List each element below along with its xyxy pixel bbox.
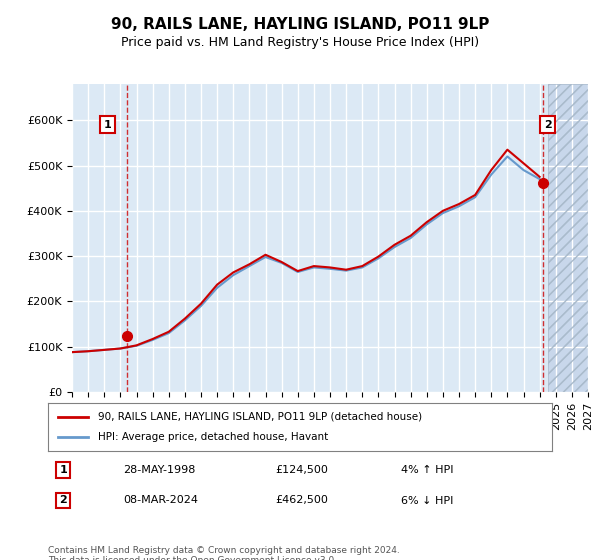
Text: 08-MAR-2024: 08-MAR-2024 bbox=[124, 496, 199, 506]
Text: Contains HM Land Registry data © Crown copyright and database right 2024.
This d: Contains HM Land Registry data © Crown c… bbox=[48, 546, 400, 560]
Text: £124,500: £124,500 bbox=[275, 465, 328, 475]
Bar bbox=[548, 84, 588, 392]
Text: 4% ↑ HPI: 4% ↑ HPI bbox=[401, 465, 454, 475]
Text: 1: 1 bbox=[59, 465, 67, 475]
Text: Price paid vs. HM Land Registry's House Price Index (HPI): Price paid vs. HM Land Registry's House … bbox=[121, 36, 479, 49]
Text: 2: 2 bbox=[544, 120, 551, 130]
Bar bbox=[548, 84, 588, 392]
Text: 28-MAY-1998: 28-MAY-1998 bbox=[124, 465, 196, 475]
Text: 6% ↓ HPI: 6% ↓ HPI bbox=[401, 496, 453, 506]
Text: 1: 1 bbox=[104, 120, 112, 130]
Text: HPI: Average price, detached house, Havant: HPI: Average price, detached house, Hava… bbox=[98, 432, 329, 442]
Text: £462,500: £462,500 bbox=[275, 496, 328, 506]
Text: 2: 2 bbox=[59, 496, 67, 506]
Text: 90, RAILS LANE, HAYLING ISLAND, PO11 9LP (detached house): 90, RAILS LANE, HAYLING ISLAND, PO11 9LP… bbox=[98, 412, 422, 422]
Text: 90, RAILS LANE, HAYLING ISLAND, PO11 9LP: 90, RAILS LANE, HAYLING ISLAND, PO11 9LP bbox=[111, 17, 489, 32]
